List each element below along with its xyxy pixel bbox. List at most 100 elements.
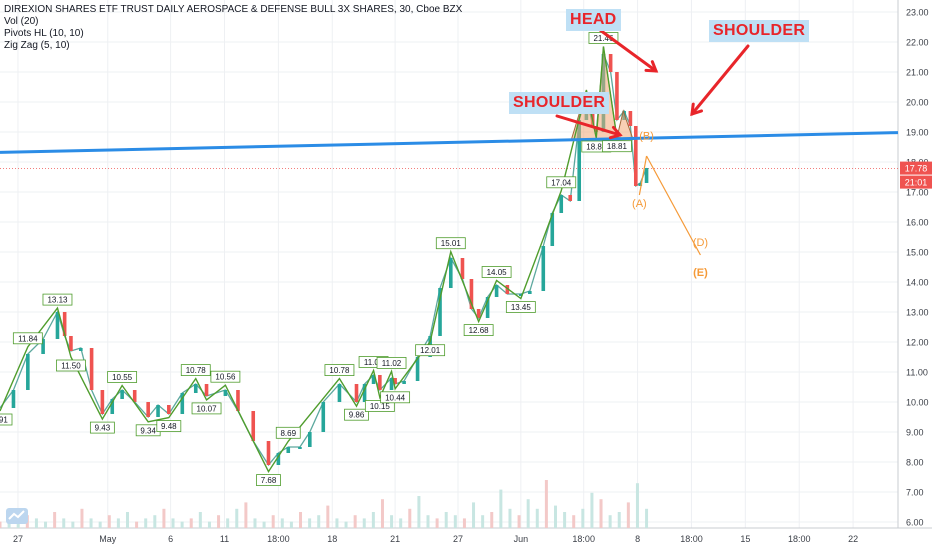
y-tick-label: 10.00 [906,398,929,408]
volume-bar [244,502,248,528]
x-tick-label: 18:00 [267,534,290,544]
pivot-label: 12.68 [469,326,490,335]
volume-bar [107,515,111,528]
pivot-label-box [56,359,86,372]
pivot-label-box [107,371,138,383]
wave-label: (E) [693,267,708,279]
price-candle [393,378,397,384]
volume-bar [162,508,166,528]
volume-bar [262,521,266,528]
volume-bar [207,521,211,528]
pivot-label: 13.45 [511,303,532,312]
volume-bar [280,518,284,528]
price-candle [485,297,490,318]
pivot-label-box [364,400,395,412]
x-tick-label: 21 [390,534,400,544]
volume-bar [34,518,38,528]
legend-vol[interactable]: Vol (20) [4,16,39,27]
volume-bar [544,480,548,528]
annotation-arrow-head [690,102,704,117]
volume-bar [116,518,120,528]
price-candle [415,357,420,381]
volume-bar [435,518,439,528]
price-candle [236,390,240,411]
price-candle [55,312,60,339]
pivot-label-box [156,420,182,433]
annotation-arrow [555,114,622,137]
pivot-label-box [435,237,466,250]
price-candle [644,168,649,183]
pivot-label: 14.05 [487,268,508,277]
annotation-arrow [690,44,750,116]
price-candle [519,294,523,296]
pivot-label: 13.13 [47,296,68,305]
pivot-label-box [324,364,355,377]
price-candle [378,375,382,390]
volume-bar [490,512,494,528]
price-candle [26,354,30,390]
volume-bar [508,508,512,528]
x-tick-label: 27 [13,534,23,544]
y-tick-label: 17.00 [906,188,929,198]
pivot-label-box [210,370,241,383]
y-tick-label: 13.00 [906,308,929,318]
annotation-arrow [598,28,658,73]
chart-legend: DIREXION SHARES ETF TRUST DAILY AEROSPAC… [4,4,462,52]
volume-bar [535,508,539,528]
volume-bar [80,508,84,528]
x-tick-label: 6 [168,534,173,544]
pivot-label-box [380,391,411,404]
volume-bar [608,515,612,528]
wave-label: (D) [693,237,708,249]
volume-bar [16,521,20,528]
pivot-label: 9.86 [349,411,365,420]
price-candle [266,441,271,465]
volume-bar [462,518,466,528]
legend-pivots[interactable]: Pivots HL (10, 10) [4,28,84,39]
pivot-label-box [481,266,512,278]
price-candle [476,309,481,318]
pivot-label: 10.15 [370,402,391,411]
price-candle [337,384,342,402]
volume-bar [171,518,175,528]
volume-bar [399,518,403,528]
price-candle [577,120,582,201]
projection-line [638,155,648,196]
volume-bar [553,505,557,528]
price-candle [615,72,619,120]
price-candle [460,258,465,279]
legend-zigzag[interactable]: Zig Zag (5, 10) [4,40,70,51]
price-candle [193,384,198,393]
countdown-label: 21:01 [905,178,928,188]
volume-bar [271,515,275,528]
pivot-label-box [191,402,222,415]
y-tick-label: 12.00 [906,338,929,348]
price-candle [276,453,281,465]
pivot-label-box [12,332,43,345]
pivot-label: 10.78 [329,366,350,375]
price-candle [120,390,124,399]
pivot-label: 11.05 [364,358,384,367]
volume-bar [326,505,330,528]
volume-bar [217,515,221,528]
pivot-label-box [602,140,632,153]
price-candle [550,213,555,246]
x-tick-label: 27 [453,534,463,544]
price-candle [110,399,115,414]
volume-bar [71,521,75,528]
volume-bar [390,515,394,528]
neckline [0,131,899,154]
volume-bar [599,499,603,528]
zigzag-line [0,46,634,474]
volume-bar [89,518,93,528]
pivot-label-box [256,474,281,487]
volume-bar [617,512,621,528]
y-tick-label: 16.00 [906,218,929,228]
volume-bar [481,515,485,528]
volume-bar [335,518,339,528]
volume-bar [344,521,348,528]
price-candle [100,390,105,414]
price-candle [180,393,185,414]
price-candle [608,54,613,72]
volume-bar [189,518,193,528]
